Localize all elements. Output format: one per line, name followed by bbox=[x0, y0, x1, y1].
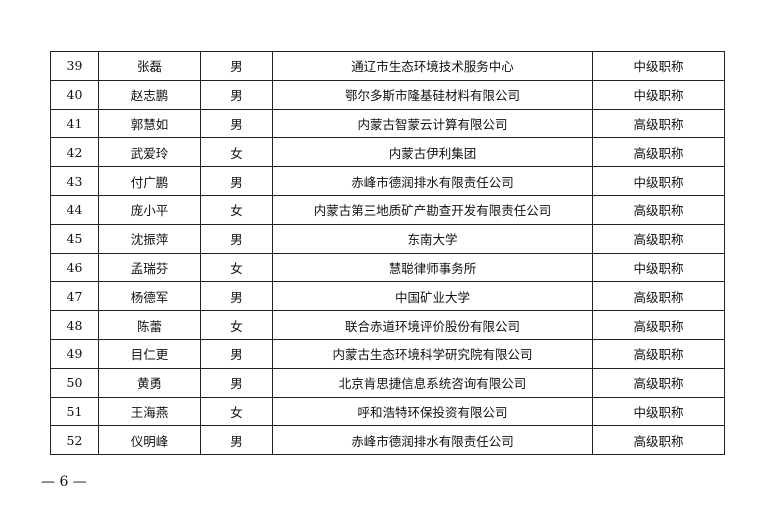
person-name: 孟瑞芬 bbox=[98, 252, 201, 283]
row-number: 40 bbox=[50, 79, 99, 110]
row-number: 43 bbox=[50, 166, 99, 196]
organization: 东南大学 bbox=[272, 223, 593, 254]
organization: 内蒙古智蒙云计算有限公司 bbox=[272, 108, 593, 139]
table-row: 42 武爱玲女内蒙古伊利集团 高级职称 bbox=[50, 137, 725, 168]
organization: 赤峰市德润排水有限责任公司 bbox=[272, 425, 593, 456]
table-row: 46 孟瑞芬女慧聪律师事务所 中级职称 bbox=[50, 252, 725, 283]
row-number: 46 bbox=[50, 252, 99, 283]
organization: 赤峰市德润排水有限责任公司 bbox=[272, 166, 593, 196]
title-level: 高级职称 bbox=[592, 108, 725, 139]
table-row: 50 黄勇男北京肯思捷信息系统咨询有限公司 高级职称 bbox=[50, 367, 725, 398]
person-name: 付广鹏 bbox=[98, 166, 201, 196]
table-row: 52 仪明峰男赤峰市德润排水有限责任公司 高级职称 bbox=[50, 425, 725, 456]
title-level: 高级职称 bbox=[592, 223, 725, 254]
table-row: 51 王海燕女呼和浩特环保投资有限公司 中级职称 bbox=[50, 396, 725, 427]
gender: 女 bbox=[200, 310, 273, 340]
person-name: 郭慧如 bbox=[98, 108, 201, 139]
organization: 中国矿业大学 bbox=[272, 281, 593, 312]
table-row: 45 沈振萍男东南大学 高级职称 bbox=[50, 223, 725, 254]
row-number: 45 bbox=[50, 223, 99, 254]
organization: 慧聪律师事务所 bbox=[272, 252, 593, 283]
title-level: 中级职称 bbox=[592, 252, 725, 283]
table-row: 49 目仁更男内蒙古生态环境科学研究院有限公司 高级职称 bbox=[50, 338, 725, 369]
organization: 呼和浩特环保投资有限公司 bbox=[272, 396, 593, 427]
table-row: 41 郭慧如男内蒙古智蒙云计算有限公司 高级职称 bbox=[50, 108, 725, 139]
organization: 内蒙古第三地质矿产勘查开发有限责任公司 bbox=[272, 194, 593, 225]
gender: 男 bbox=[200, 166, 273, 196]
person-name: 黄勇 bbox=[98, 367, 201, 398]
row-number: 52 bbox=[50, 425, 99, 456]
title-level: 高级职称 bbox=[592, 137, 725, 168]
row-number: 49 bbox=[50, 338, 99, 369]
row-number: 42 bbox=[50, 137, 99, 168]
table-row: 43 付广鹏男赤峰市德润排水有限责任公司 中级职称 bbox=[50, 166, 725, 196]
table-row: 40 赵志鹏男鄂尔多斯市隆基硅材料有限公司 中级职称 bbox=[50, 79, 725, 110]
organization: 内蒙古生态环境科学研究院有限公司 bbox=[272, 338, 593, 369]
gender: 男 bbox=[200, 281, 273, 312]
gender: 男 bbox=[200, 51, 273, 81]
person-name: 赵志鹏 bbox=[98, 79, 201, 110]
row-number: 39 bbox=[50, 51, 99, 81]
row-number: 47 bbox=[50, 281, 99, 312]
table-body: 39 张磊男通辽市生态环境技术服务中心 中级职称 40 赵志鹏男鄂尔多斯市隆基硅材料有限… bbox=[50, 51, 725, 456]
person-name: 张磊 bbox=[98, 51, 201, 81]
person-name: 庞小平 bbox=[98, 194, 201, 225]
table-row: 48 陈蕾女联合赤道环境评价股份有限公司 高级职称 bbox=[50, 310, 725, 340]
title-level: 中级职称 bbox=[592, 79, 725, 110]
title-level: 中级职称 bbox=[592, 166, 725, 196]
title-level: 高级职称 bbox=[592, 425, 725, 456]
person-name: 目仁更 bbox=[98, 338, 201, 369]
person-name: 沈振萍 bbox=[98, 223, 201, 254]
gender: 女 bbox=[200, 396, 273, 427]
row-number: 44 bbox=[50, 194, 99, 225]
staff-table: 39 张磊男通辽市生态环境技术服务中心 中级职称 40 赵志鹏男鄂尔多斯市隆基硅材料有限… bbox=[50, 51, 725, 456]
table-row: 44 庞小平女内蒙古第三地质矿产勘查开发有限责任公司 高级职称 bbox=[50, 194, 725, 225]
gender: 女 bbox=[200, 252, 273, 283]
organization: 联合赤道环境评价股份有限公司 bbox=[272, 310, 593, 340]
person-name: 杨德军 bbox=[98, 281, 201, 312]
title-level: 中级职称 bbox=[592, 51, 725, 81]
person-name: 王海燕 bbox=[98, 396, 201, 427]
gender: 男 bbox=[200, 108, 273, 139]
title-level: 高级职称 bbox=[592, 281, 725, 312]
row-number: 41 bbox=[50, 108, 99, 139]
title-level: 高级职称 bbox=[592, 194, 725, 225]
gender: 男 bbox=[200, 79, 273, 110]
organization: 北京肯思捷信息系统咨询有限公司 bbox=[272, 367, 593, 398]
table-row: 47 杨德军男中国矿业大学 高级职称 bbox=[50, 281, 725, 312]
gender: 女 bbox=[200, 137, 273, 168]
person-name: 陈蕾 bbox=[98, 310, 201, 340]
organization: 内蒙古伊利集团 bbox=[272, 137, 593, 168]
page-number: — 6 — bbox=[41, 474, 87, 490]
title-level: 高级职称 bbox=[592, 367, 725, 398]
person-name: 武爱玲 bbox=[98, 137, 201, 168]
row-number: 50 bbox=[50, 367, 99, 398]
gender: 男 bbox=[200, 338, 273, 369]
person-name: 仪明峰 bbox=[98, 425, 201, 456]
title-level: 中级职称 bbox=[592, 396, 725, 427]
title-level: 高级职称 bbox=[592, 310, 725, 340]
row-number: 51 bbox=[50, 396, 99, 427]
gender: 男 bbox=[200, 367, 273, 398]
row-number: 48 bbox=[50, 310, 99, 340]
gender: 女 bbox=[200, 194, 273, 225]
organization: 通辽市生态环境技术服务中心 bbox=[272, 51, 593, 81]
title-level: 高级职称 bbox=[592, 338, 725, 369]
gender: 男 bbox=[200, 425, 273, 456]
organization: 鄂尔多斯市隆基硅材料有限公司 bbox=[272, 79, 593, 110]
gender: 男 bbox=[200, 223, 273, 254]
table-row: 39 张磊男通辽市生态环境技术服务中心 中级职称 bbox=[50, 51, 725, 81]
